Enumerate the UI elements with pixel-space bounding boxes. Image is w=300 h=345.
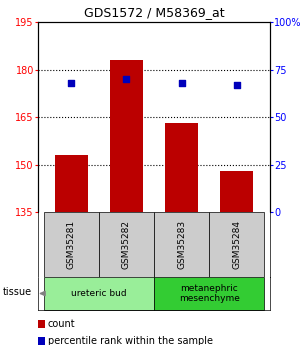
Title: GDS1572 / M58369_at: GDS1572 / M58369_at (84, 7, 224, 19)
Bar (55, 155, 88, 212)
Point (69, 80, 74, 86)
Bar (154, 277, 265, 310)
Text: metanephric
mesenchyme: metanephric mesenchyme (179, 284, 240, 303)
Text: GSM35284: GSM35284 (232, 220, 242, 269)
Bar (44, 277, 154, 310)
Bar (44, 212, 99, 277)
Point (124, 76, 129, 82)
Text: GSM35281: GSM35281 (67, 220, 76, 269)
Bar (154, 212, 209, 277)
Bar (110, 60, 143, 212)
Text: GSM35282: GSM35282 (122, 220, 131, 269)
Bar (165, 123, 198, 212)
Text: ureteric bud: ureteric bud (71, 289, 127, 298)
Point (235, 82, 239, 88)
Point (179, 80, 184, 86)
Bar (99, 212, 154, 277)
Text: count: count (48, 319, 75, 329)
Text: tissue: tissue (3, 287, 32, 297)
Text: GSM35283: GSM35283 (177, 220, 186, 269)
Text: percentile rank within the sample: percentile rank within the sample (48, 336, 213, 345)
Bar (220, 171, 254, 212)
Bar (209, 212, 265, 277)
